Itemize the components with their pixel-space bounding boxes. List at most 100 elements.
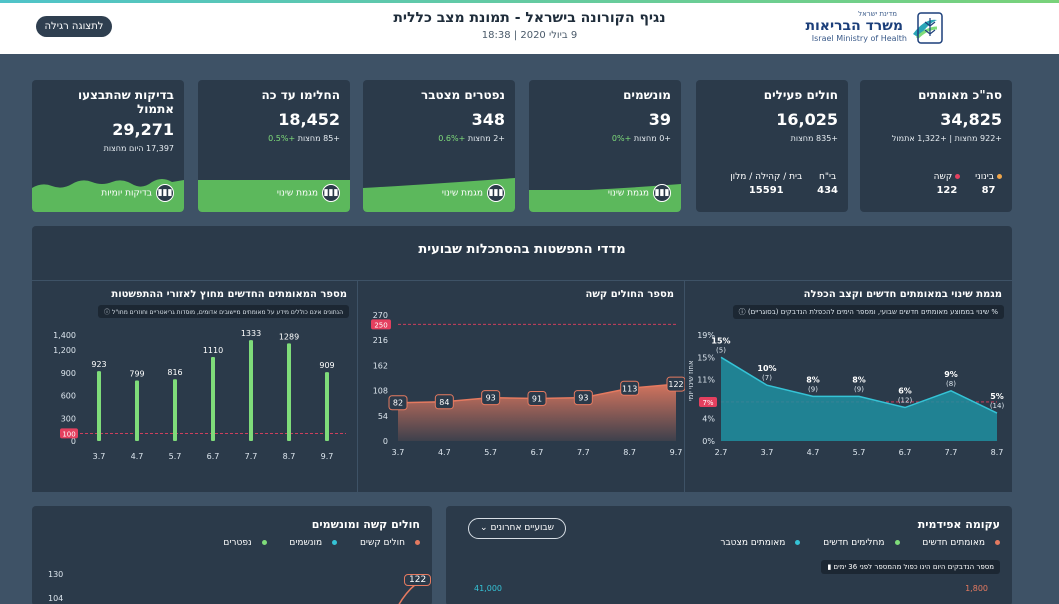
trend-wave (32, 179, 184, 212)
legend-cumulative[interactable]: מאומתים מצטבר (710, 538, 801, 548)
trend-doubling-label: (9) (808, 385, 818, 393)
severe-patients-panel: מספר החולים קשה 0 54 108 162 216 270 250 82 3.7 8… (358, 280, 686, 492)
trend-area (721, 357, 997, 441)
info-note: הנתונים אינם כוללים מידע על מאומתים מייש… (98, 305, 349, 318)
top-accent-line (0, 0, 1059, 3)
severe-point (573, 390, 593, 406)
threshold-badge (371, 319, 391, 330)
legend-dot-icon (995, 540, 1000, 545)
severe-area (398, 384, 676, 441)
trend-button[interactable]: ▮▮▮ מגמת שינוי (608, 184, 671, 202)
severe-point (434, 394, 454, 410)
trend-button-label: מגמת שינוי (276, 188, 318, 199)
card-sub-pct: +0.5% (268, 134, 296, 143)
card-value: 39 (648, 110, 671, 129)
bar-value-label: 1110 (203, 346, 223, 355)
y-tick-label: 0 (383, 437, 388, 446)
x-tick-label: 7.7 (245, 452, 258, 461)
threshold-badge (699, 396, 717, 407)
normal-view-button[interactable]: לתצוגה רגילה (36, 16, 112, 37)
trend-line (720, 356, 998, 414)
bar (325, 372, 329, 441)
severe-dot-icon (955, 174, 961, 179)
epidemic-curve-title: עקומה אפידמית (917, 518, 1000, 531)
legend-dot-icon (894, 540, 900, 545)
legend-dot-icon (415, 540, 420, 545)
y-tick-label: 600 (61, 392, 76, 401)
trend-button-label: מגמת שינוי (441, 188, 483, 199)
threshold-label: 7% (702, 399, 713, 407)
card-sub: 17,397 היום מחצות (103, 144, 174, 153)
breakdown-value: 87 (981, 185, 996, 196)
daily-tests-button[interactable]: ▮▮▮ בדיקות יומיות (101, 184, 174, 202)
breakdown-hospital: בי"ח 434 (817, 172, 838, 196)
legend-new-confirmed[interactable]: מאומתים חדשים (912, 538, 1000, 548)
subpanel-title: מספר המאומתים החדשים מחוץ לאזורי ההתפשטו… (111, 289, 347, 300)
trend-y-axis-label: אחוז שינוי יומי (687, 360, 695, 401)
card-title: החלימו עד כה (261, 88, 340, 102)
x-tick-label: 5.7 (853, 448, 866, 457)
weeks-range-select[interactable]: שבועיים אחרונים ⌄ (468, 518, 566, 539)
breakdown-home: בית / קהילה / מלון 15591 (730, 172, 802, 196)
info-note: % שינוי בממוצע מאומתים חדשים שבועי, ומספ… (732, 305, 1004, 319)
legend-deceased[interactable]: נפטרים (213, 538, 267, 548)
card-value: 16,025 (776, 110, 838, 129)
severe-callout: 122 (404, 574, 432, 586)
card-title: בדיקות שהתבצעו אתמול (77, 88, 174, 116)
bar-value-label: 923 (91, 360, 106, 369)
trend-doubling-label: (12) (898, 397, 913, 405)
y-tick-label: 15% (697, 353, 715, 362)
x-tick-label: 8.7 (991, 448, 1004, 457)
trend-button-label: מגמת שינוי (607, 188, 649, 199)
breakdown-severe: קשה 122 (934, 172, 961, 196)
card-sub: +0 מחצות +0% (539, 134, 671, 143)
card-title: חולים פעילים (763, 88, 838, 102)
bar (211, 356, 215, 441)
y-tick-label: 4% (702, 415, 715, 424)
y-tick-label: 900 (61, 369, 76, 378)
info-icon: ⓘ (104, 309, 111, 316)
trend-button[interactable]: ▮▮▮ מגמת שינוי (442, 184, 505, 202)
x-tick-label: 5.7 (169, 452, 182, 461)
legend-label: חולים קשים (359, 538, 405, 548)
bar (249, 340, 253, 441)
trend-pct-label: 10% (757, 364, 776, 373)
trend-button[interactable]: ▮▮▮ מגמת שינוי (277, 184, 340, 202)
x-tick-label: 7.7 (577, 448, 590, 457)
epi-left-axis-label: 41,000 (474, 584, 502, 593)
bar (173, 379, 177, 441)
y-tick-104: 104 (48, 594, 64, 603)
page-title: נגיף הקורונה בישראל - תמונת מצב כללית (393, 10, 666, 26)
breakdown-label: קשה (933, 172, 953, 182)
y-tick-label: 1,200 (53, 346, 76, 355)
bar-chart-icon: ▮▮▮ (322, 184, 340, 202)
card-sub-abs: +0 מחצות (633, 134, 671, 143)
breakdown-value: 434 (817, 185, 838, 196)
logo-english-text: Israel Ministry of Health (811, 34, 907, 43)
info-note-text: % שינוי בממוצע מאומתים חדשים שבועי, ומספ… (747, 308, 998, 316)
breakdown-moderate: בינוני 87 (975, 172, 1002, 196)
threshold-badge (60, 428, 78, 439)
x-tick-label: 7.7 (945, 448, 958, 457)
card-breakdown: בינוני 87 קשה 122 (870, 172, 1002, 196)
card-value: 34,825 (940, 110, 1002, 129)
card-sub-pct: +0.6% (438, 134, 466, 143)
change-trend-panel: מגמת שינוי במאומתים חדשים וקצב הכפלה % ש… (685, 280, 1012, 492)
subpanel-title: מגמת שינוי במאומתים חדשים וקצב הכפלה (803, 289, 1002, 300)
x-tick-label: 8.7 (283, 452, 296, 461)
x-tick-label: 8.7 (623, 448, 636, 457)
card-sub: +85 מחצות +0.5% (208, 134, 340, 143)
y-tick-label: 300 (61, 414, 76, 423)
legend-ventilated[interactable]: מונשמים (279, 538, 338, 548)
x-tick-label: 6.7 (531, 448, 544, 457)
legend-severe[interactable]: חולים קשים (350, 538, 420, 548)
legend-new-recovered[interactable]: מחלימים חדשים (813, 538, 900, 548)
breakdown-value: 15591 (748, 185, 784, 196)
new-confirmed-outside-panel: מספר המאומתים החדשים מחוץ לאזורי ההתפשטו… (32, 280, 358, 492)
x-tick-label: 4.7 (131, 452, 144, 461)
severe-value-label: 84 (439, 398, 449, 407)
card-value: 18,452 (278, 110, 340, 129)
y-tick-label: 0% (702, 437, 715, 446)
bar-value-label: 909 (319, 361, 334, 370)
